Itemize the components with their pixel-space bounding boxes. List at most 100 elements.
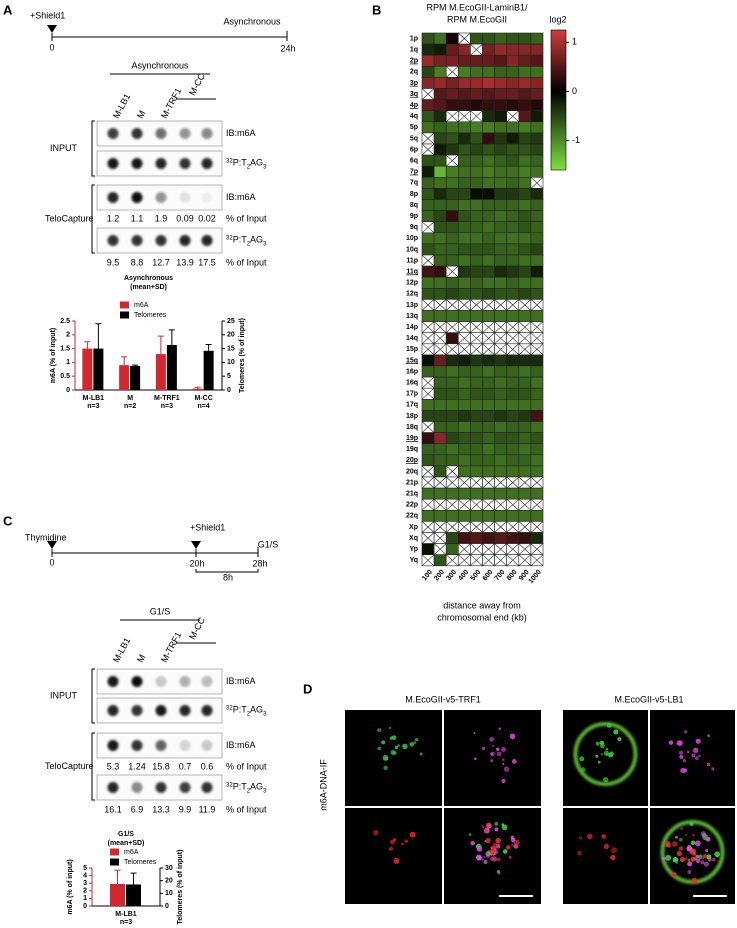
heat-cell [518,188,532,200]
x-tick-label: 400 [457,569,470,583]
heat-cell [482,532,495,544]
heat-cell [445,287,459,300]
heat-cell [421,509,435,522]
heat-cell [433,243,447,256]
empty-cell-cross [506,498,520,511]
heat-cell [433,88,447,100]
y-tick-label: 4 [83,872,87,879]
chart-title: RPM M.EcoGII-LaminB1/ [426,2,528,12]
empty-cell-cross [506,110,520,123]
heat-cell [518,487,532,500]
heat-cell [421,66,435,78]
heat-cell [518,221,532,234]
panel-label: A [3,2,13,17]
empty-cell-cross [445,476,459,489]
heat-cell [433,221,447,234]
signal-spot [701,857,705,860]
heat-cell [421,210,435,223]
row-label: 10p [406,235,418,242]
heat-cell [530,154,544,167]
chart-title: G1/S [118,831,134,838]
heat-cell [482,276,495,289]
lane-label: M-LB1 [111,92,132,120]
empty-cell-cross [518,332,532,345]
column-title: M.EcoGII-v5-LB1 [614,694,683,704]
heat-cell [445,387,459,400]
heat-cell [506,232,520,245]
heat-cell [433,199,447,211]
heat-cell [530,265,544,278]
heat-cell [445,443,459,456]
heat-cell [530,398,544,411]
heat-cell [457,443,471,456]
signal-spot [494,821,499,826]
heat-cell [530,132,544,145]
heat-cell [494,99,508,111]
heat-cell [445,254,459,267]
heat-cell [530,254,544,267]
group-bracket [91,732,95,801]
empty-cell-cross [445,521,459,533]
empty-cell-cross [482,543,495,555]
blot-condition: G1/S [150,606,171,616]
x-tick-label: M [127,395,133,402]
signal-spot [495,747,500,751]
heat-cell [457,410,471,422]
x-tick-count: n=2 [124,403,136,410]
heat-cell [482,154,495,167]
heat-cell [506,398,520,411]
micrograph [345,710,442,806]
y2-axis-title: Telomeres (% of input) [239,318,246,393]
heat-cell [457,432,471,445]
row-label: 13p [406,302,418,309]
signal-spot [511,759,517,764]
signal-spot [597,760,601,764]
blot-dot [179,128,191,139]
empty-cell-cross [445,465,459,478]
empty-cell-cross [470,299,483,311]
heat-cell [470,132,483,145]
heat-cell [433,454,447,467]
blot-dot [131,158,143,169]
heat-cell [518,265,532,278]
signal-spot [510,835,515,840]
percent-value: 11.9 [199,804,216,814]
heat-cell [494,232,508,245]
row-label: 14q [406,335,418,342]
blot-dot [201,705,213,716]
heat-cell [421,276,435,289]
x-tick-label: 700 [494,569,507,583]
signal-spot [600,752,603,756]
heat-cell [494,354,508,367]
signal-spot [579,836,583,840]
blot-dot [179,235,191,246]
empty-cell-cross [494,554,507,567]
blot-dot [155,705,167,716]
signal-spot [711,767,715,771]
empty-cell-cross [421,498,435,511]
heat-cell [421,199,435,211]
timeline-label: 24h [280,43,295,53]
heat-cell [518,432,532,445]
heat-cell [518,365,532,378]
timeline-event: +Shield1 [190,522,225,532]
timeline-label: 28h [252,558,267,568]
x-tick-count: n=3 [161,403,173,410]
lane-label: M-CC [187,615,207,641]
signal-spot [393,751,397,755]
y-tick-label: 0 [66,387,70,394]
bar [130,365,141,390]
signal-spot [682,758,687,763]
heat-cell [530,487,544,500]
heat-cell [506,254,520,267]
timeline-arrow [191,541,201,549]
group-label: TeloCapture [45,213,94,223]
probe-label: 32P:T2AG3 [226,782,267,794]
blot-dot [131,740,143,751]
heat-cell [518,99,532,111]
panel-label: C [3,513,13,528]
heat-cell [482,121,495,134]
legend-swatch [110,858,119,866]
empty-cell-cross [445,110,459,123]
signal-spot [481,825,485,829]
